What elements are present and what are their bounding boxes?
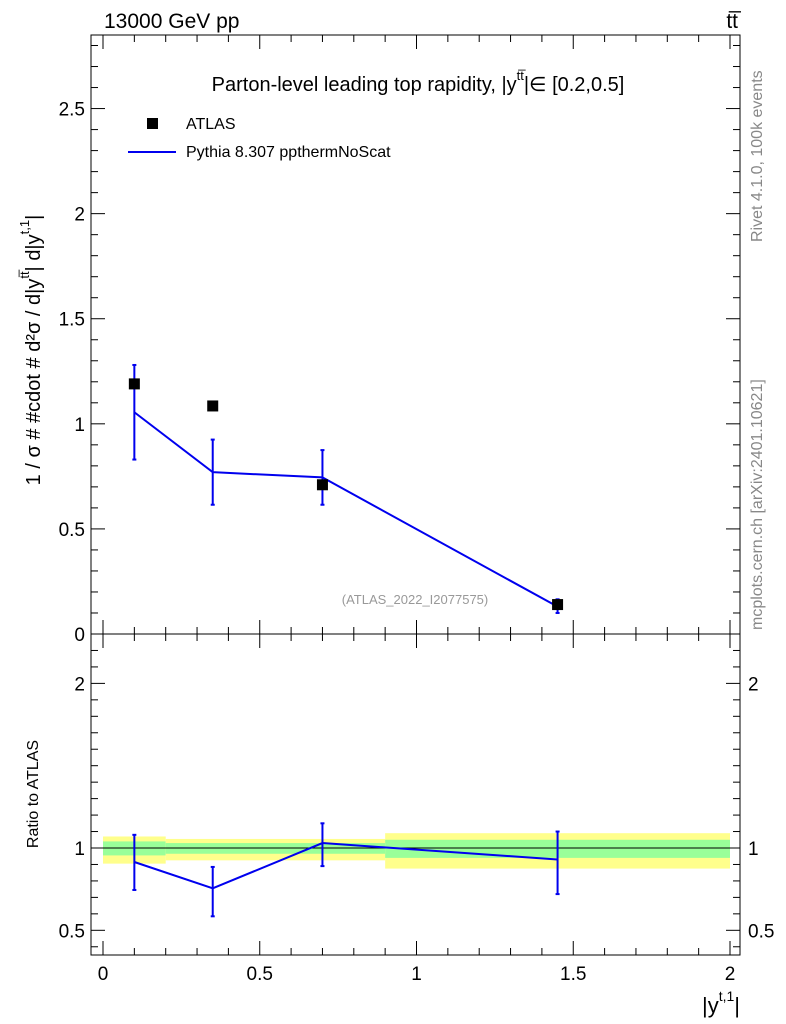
mcplots-label: mcplots.cern.ch [arXiv:2401.10621]	[749, 379, 766, 630]
ratio-ytick-label-right: 2	[748, 674, 759, 695]
ratio-y-axis: 0.5 0.5 1 1 2 2	[59, 649, 774, 948]
ratio-y-axis-label: Ratio to ATLAS	[25, 740, 42, 848]
ratio-mc-line	[134, 842, 558, 890]
x-axis-label: |yt,1|	[702, 988, 740, 1018]
legend-atlas-marker	[147, 118, 158, 129]
rivet-label: Rivet 4.1.0, 100k events	[749, 70, 766, 242]
ratio-ytick-label-right: 1	[748, 839, 759, 860]
ratio-xtick-label: 2	[725, 964, 736, 985]
plot-title: Parton-level leading top rapidity, |ytt̅…	[212, 68, 625, 96]
main-atlas-point	[128, 378, 140, 390]
legend-atlas-label: ATLAS	[186, 116, 236, 133]
ratio-uncertainty-bands	[103, 833, 730, 869]
main-y-axis: 0 0.5 1 1.5 2 2.5	[59, 45, 740, 646]
main-ytick-label: 1	[74, 415, 85, 436]
ratio-xtick-label: 0.5	[247, 964, 273, 985]
legend-pythia-label: Pythia 8.307 ppthermNoScat	[186, 144, 391, 161]
ratio-xtick-label: 1	[411, 964, 422, 985]
main-ytick-label: 2	[74, 205, 85, 226]
ratio-xtick-label: 1.5	[560, 964, 586, 985]
ratio-x-axis: 0 0.5 1 1.5 2	[98, 634, 736, 985]
ratio-mc-series	[132, 822, 560, 918]
analysis-watermark: (ATLAS_2022_I2077575)	[342, 592, 488, 607]
main-ytick-label: 2.5	[59, 100, 85, 121]
main-ytick-label: 0.5	[59, 520, 85, 541]
ratio-frame	[90, 633, 741, 956]
main-panel: 0 0.5 1 1.5 2 2.5 Parton-level leading top ra…	[17, 34, 741, 646]
main-atlas-point	[207, 400, 219, 412]
main-atlas-point	[552, 599, 564, 611]
main-x-ticks	[102, 35, 731, 634]
process-label: tt̅	[726, 10, 742, 33]
main-ytick-label: 0	[74, 625, 85, 646]
ratio-panel: 0.5 0.5 1 1 2 2 0 0.5 1 1.5 2 Ratio to ATLAS |yt,…	[25, 633, 774, 1018]
ratio-ytick-label-left: 2	[74, 674, 85, 695]
ratio-ytick-label-left: 0.5	[59, 921, 85, 942]
main-atlas-series	[128, 378, 564, 611]
main-y-axis-label: 1 / σ # #cdot # d²σ / d|ytt̅| d|yt,1|	[17, 215, 45, 486]
main-mc-line	[133, 411, 559, 608]
main-atlas-point	[316, 479, 328, 491]
ratio-ytick-label-right: 0.5	[748, 921, 774, 942]
main-mc-series	[132, 363, 560, 614]
main-ytick-label: 1.5	[59, 310, 85, 331]
energy-label: 13000 GeV pp	[104, 10, 239, 33]
ratio-ytick-label-left: 1	[74, 839, 85, 860]
ratio-xtick-label: 0	[98, 964, 109, 985]
